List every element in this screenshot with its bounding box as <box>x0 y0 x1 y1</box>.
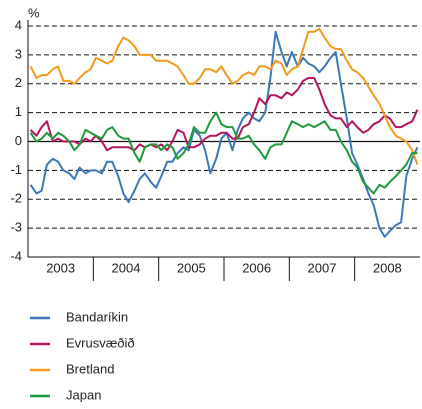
y-tick-label: -4 <box>10 248 22 263</box>
y-tick-label: 2 <box>15 75 22 90</box>
y-tick-label: 0 <box>15 133 22 148</box>
x-tick-label: 2008 <box>373 260 402 275</box>
y-tick-label: -1 <box>10 162 22 177</box>
y-tick-label: 1 <box>15 104 22 119</box>
series-line <box>29 77 419 152</box>
x-tick-label: 2003 <box>46 260 75 275</box>
y-axis-label: % <box>28 5 40 20</box>
y-tick-label: 3 <box>15 46 22 61</box>
y-tick-label: -2 <box>10 191 22 206</box>
series-line <box>29 27 419 165</box>
x-tick-label: 2007 <box>308 260 337 275</box>
legend-label: Evrusvæðið <box>66 335 135 350</box>
legend-label: Bretland <box>66 361 114 376</box>
x-tick-label: 2004 <box>112 260 141 275</box>
legend-label: Japan <box>66 387 101 402</box>
series-line <box>29 111 418 195</box>
legend-label: Bandaríkin <box>66 309 128 324</box>
y-tick-label: 4 <box>15 17 22 32</box>
series-line <box>29 30 419 238</box>
x-tick-label: 2006 <box>242 260 271 275</box>
y-tick-label: -3 <box>10 220 22 235</box>
x-tick-label: 2005 <box>177 260 206 275</box>
